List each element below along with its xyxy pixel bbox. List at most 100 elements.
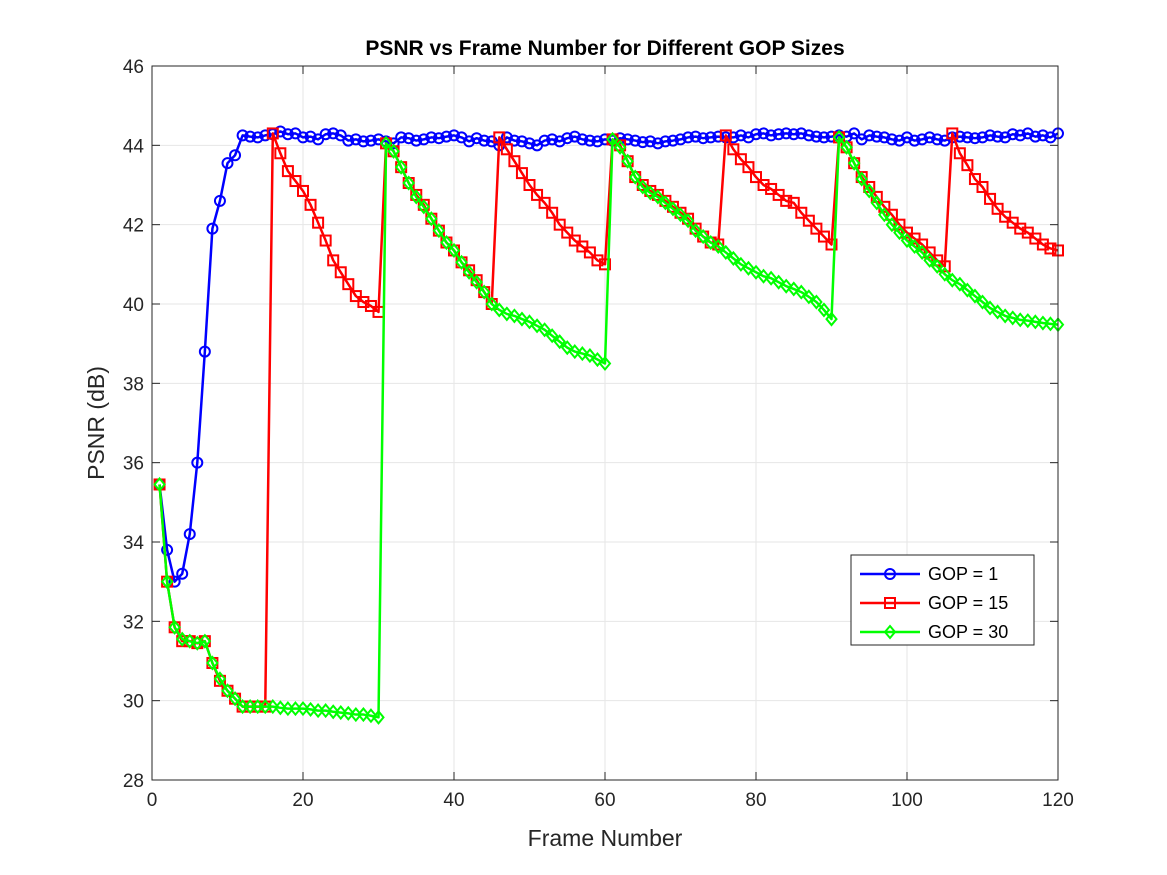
data-point (591, 254, 604, 267)
data-point (1044, 316, 1057, 332)
data-point (817, 131, 830, 144)
data-point (599, 258, 611, 271)
data-point (704, 131, 717, 144)
data-point (470, 274, 483, 290)
y-tick-label: 42 (123, 216, 144, 237)
data-point (319, 128, 332, 141)
data-point (160, 574, 174, 590)
data-point (810, 222, 823, 235)
y-tick-label: 36 (123, 454, 144, 475)
series-line (158, 136, 1059, 719)
data-point (576, 346, 589, 362)
data-point (930, 258, 944, 274)
data-point (1014, 129, 1027, 142)
data-point (387, 137, 400, 150)
data-point (976, 294, 989, 310)
data-point (885, 133, 898, 146)
data-point (500, 131, 513, 144)
data-point (266, 699, 280, 715)
data-point (878, 207, 891, 223)
y-tick-label: 32 (123, 612, 144, 633)
data-point (289, 175, 302, 188)
data-point (757, 127, 770, 140)
data-point (312, 216, 325, 229)
data-point (244, 130, 257, 143)
data-point (689, 223, 702, 239)
data-point (810, 294, 823, 310)
legend-marker (883, 624, 897, 640)
data-point (787, 196, 800, 209)
data-point (893, 225, 906, 241)
data-point (659, 135, 672, 148)
data-point (832, 129, 846, 145)
series-diamond (153, 129, 1065, 725)
data-point (341, 705, 355, 721)
data-point (440, 234, 453, 251)
data-point (523, 137, 536, 150)
data-point (636, 136, 649, 149)
data-point (191, 456, 204, 469)
data-point (923, 246, 936, 259)
data-point (976, 131, 989, 144)
data-point (576, 133, 589, 146)
data-point (712, 130, 725, 143)
data-point (817, 230, 830, 243)
data-point (802, 129, 815, 142)
data-point (787, 281, 801, 297)
data-point (953, 130, 966, 143)
data-point (855, 171, 869, 187)
data-point (319, 703, 332, 719)
data-point (666, 201, 680, 217)
y-tick-label: 38 (123, 374, 144, 395)
data-point (991, 304, 1004, 320)
data-point (297, 184, 309, 197)
data-point (583, 246, 596, 259)
data-point (583, 134, 596, 147)
data-point (266, 127, 279, 140)
data-point (772, 128, 785, 141)
data-point (681, 213, 695, 229)
data-point (500, 143, 513, 156)
data-point (719, 129, 732, 142)
data-point (840, 139, 853, 155)
data-point (757, 179, 770, 191)
data-point (364, 708, 378, 724)
data-point (893, 134, 906, 147)
data-point (1006, 310, 1020, 326)
data-point (802, 289, 816, 305)
x-tick-label: 80 (745, 790, 766, 811)
data-point (847, 155, 861, 171)
data-point (478, 134, 491, 147)
data-point (515, 135, 528, 148)
data-point (463, 135, 476, 148)
data-point (213, 194, 226, 207)
data-point (998, 308, 1012, 324)
data-point (983, 300, 997, 316)
data-point (621, 153, 634, 169)
y-tick-label: 46 (123, 57, 144, 78)
data-point (176, 567, 189, 580)
data-point (425, 211, 438, 227)
legend-marker (884, 597, 896, 609)
data-point (523, 179, 536, 191)
data-point (644, 135, 657, 148)
data-point (825, 238, 838, 251)
data-point (999, 131, 1012, 144)
data-point (742, 161, 755, 174)
data-point (409, 189, 423, 205)
data-point (984, 129, 997, 142)
data-point (795, 127, 808, 140)
data-point (1036, 315, 1050, 331)
data-point (825, 130, 838, 143)
data-point (213, 671, 227, 687)
data-point (259, 129, 272, 142)
data-point (560, 340, 574, 356)
data-point (304, 701, 317, 717)
data-point (674, 207, 687, 223)
data-point (357, 296, 370, 309)
data-point (719, 244, 733, 260)
data-point (417, 199, 431, 215)
data-point (794, 284, 808, 300)
data-point (704, 234, 718, 251)
